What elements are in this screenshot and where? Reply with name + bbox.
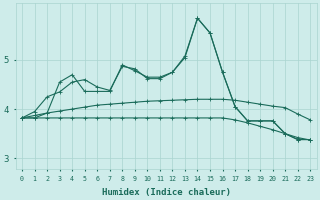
X-axis label: Humidex (Indice chaleur): Humidex (Indice chaleur) xyxy=(102,188,231,197)
